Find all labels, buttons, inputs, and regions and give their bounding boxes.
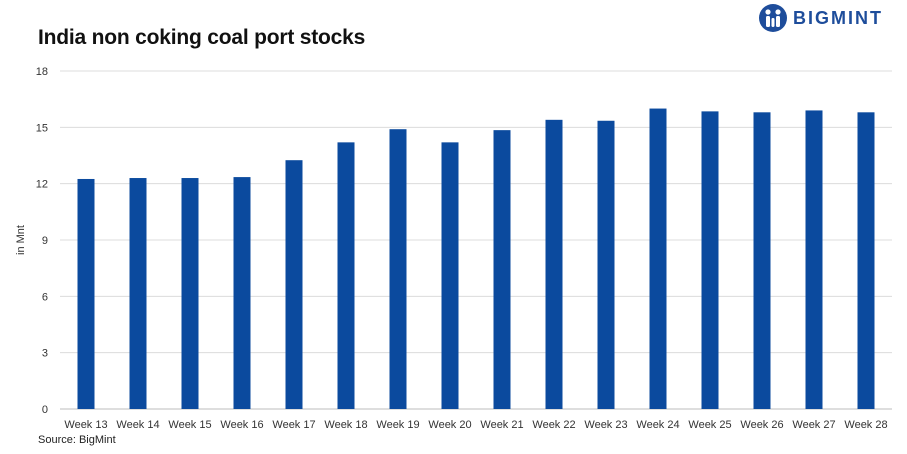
bar: [805, 110, 823, 409]
bar: [181, 178, 199, 409]
x-tick-label: Week 23: [584, 419, 627, 431]
bar: [753, 112, 771, 410]
x-tick-label: Week 24: [636, 419, 679, 431]
y-tick-label: 12: [36, 179, 48, 191]
x-tick-label: Week 22: [532, 419, 575, 431]
bar: [129, 178, 147, 409]
y-tick-label: 0: [42, 404, 48, 416]
bar: [493, 130, 511, 409]
x-tick-label: Week 27: [792, 419, 835, 431]
x-tick-label: Week 20: [428, 419, 471, 431]
bar: [389, 129, 407, 409]
x-tick-label: Week 18: [324, 419, 367, 431]
brand-name: BIGMINT: [793, 7, 883, 28]
x-tick-label: Week 13: [64, 419, 107, 431]
bar: [597, 120, 615, 409]
bar: [701, 111, 719, 409]
y-tick-label: 6: [42, 291, 48, 303]
bar: [545, 119, 563, 410]
bar: [649, 108, 667, 410]
bar: [337, 142, 355, 409]
x-tick-label: Week 17: [272, 419, 315, 431]
bar: [233, 177, 251, 409]
x-tick-label: Week 16: [220, 419, 263, 431]
bar: [857, 112, 875, 410]
y-axis-label: in Mnt: [15, 225, 27, 255]
x-tick-label: Week 15: [168, 419, 211, 431]
x-tick-label: Week 21: [480, 419, 523, 431]
bigmint-people-icon: [759, 4, 787, 32]
brand-logo: BIGMINT: [758, 3, 883, 33]
x-tick-label: Week 28: [844, 419, 887, 431]
y-tick-label: 15: [36, 122, 48, 134]
bar: [441, 142, 459, 409]
bar: [285, 160, 303, 409]
x-tick-label: Week 14: [116, 419, 159, 431]
x-tick-label: Week 26: [740, 419, 783, 431]
x-tick-label: Week 25: [688, 419, 731, 431]
chart-title: India non coking coal port stocks: [38, 26, 366, 49]
y-tick-label: 18: [36, 66, 48, 78]
x-tick-label: Week 19: [376, 419, 419, 431]
bar: [77, 178, 95, 409]
source-note: Source: BigMint: [38, 434, 116, 446]
y-tick-label: 9: [42, 235, 48, 247]
y-tick-label: 3: [42, 348, 48, 360]
